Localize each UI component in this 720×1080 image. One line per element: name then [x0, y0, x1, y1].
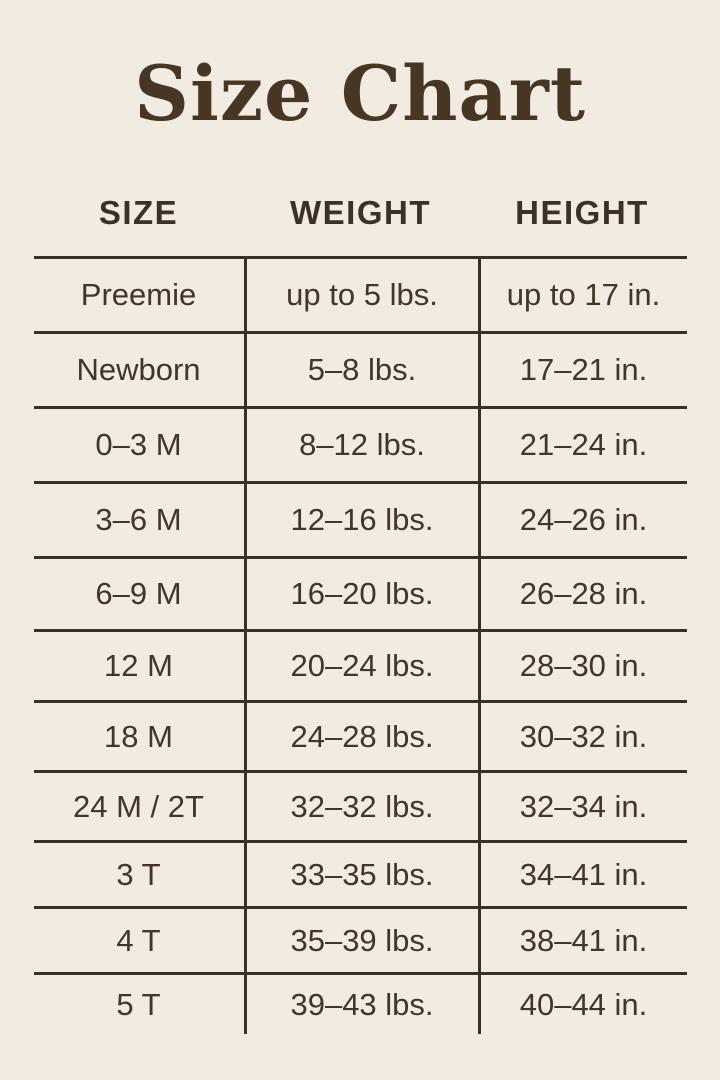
weight-cell: up to 5 lbs.: [243, 255, 478, 331]
size-cell: 3–6 M: [33, 480, 244, 556]
height-cell: up to 17 in.: [477, 255, 687, 331]
size-cell: 18 M: [33, 699, 244, 770]
weight-cell: 35–39 lbs.: [243, 905, 478, 972]
height-cell: 38–41 in.: [477, 905, 687, 972]
height-cell: 17–21 in.: [477, 330, 687, 406]
height-cell: 34–41 in.: [477, 839, 687, 906]
weight-cell: 5–8 lbs.: [243, 330, 478, 406]
height-cell: 21–24 in.: [477, 405, 687, 481]
column-header-height: HEIGHT: [515, 193, 649, 231]
size-cell: Preemie: [33, 255, 244, 331]
height-cell: 40–44 in.: [477, 971, 687, 1034]
weight-cell: 24–28 lbs.: [243, 699, 478, 770]
weight-cell: 16–20 lbs.: [243, 555, 478, 629]
height-cell: 24–26 in.: [477, 480, 687, 556]
height-cell: 30–32 in.: [477, 699, 687, 770]
weight-cell: 8–12 lbs.: [243, 405, 478, 481]
size-cell: 5 T: [33, 971, 244, 1034]
size-cell: 12 M: [33, 628, 244, 700]
height-cell: 32–34 in.: [477, 769, 687, 840]
column-header-size: SIZE: [98, 193, 179, 231]
size-cell: 3 T: [33, 839, 244, 906]
page-title: Size Chart: [134, 49, 586, 138]
column-header-weight: WEIGHT: [290, 193, 431, 231]
weight-cell: 32–32 lbs.: [243, 769, 478, 840]
size-cell: 4 T: [33, 905, 244, 972]
size-table: SIZE WEIGHT HEIGHT Preemie up to 5 lbs. up…: [33, 182, 687, 1034]
size-cell: Newborn: [33, 330, 244, 406]
height-cell: 26–28 in.: [477, 555, 687, 629]
size-cell: 0–3 M: [33, 405, 244, 481]
weight-cell: 39–43 lbs.: [243, 971, 478, 1034]
size-cell: 24 M / 2T: [33, 769, 244, 840]
size-cell: 6–9 M: [33, 555, 244, 629]
weight-cell: 33–35 lbs.: [243, 839, 478, 906]
weight-cell: 20–24 lbs.: [243, 628, 478, 700]
height-cell: 28–30 in.: [477, 628, 687, 700]
weight-cell: 12–16 lbs.: [243, 480, 478, 556]
